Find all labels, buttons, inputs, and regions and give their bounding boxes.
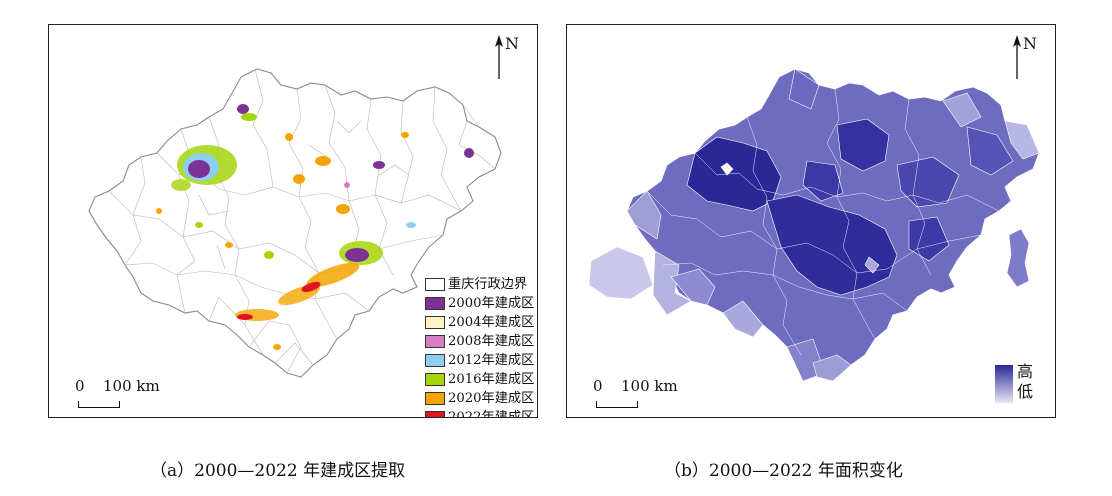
legend-item: 2008年建成区 [425,332,537,351]
legend-swatch [425,316,445,329]
north-arrow-icon [495,35,503,79]
legend-swatch [425,278,445,291]
gradient-low-label: 低 [1017,382,1034,401]
built-up-extraction-map: N 0 100 km 重庆行政边界 2000年建成区 2004年建成区 2008… [48,24,538,418]
legend-item: 2000年建成区 [425,294,537,313]
scale-line-b [596,401,638,408]
north-label-b: N [1023,34,1037,53]
legend-label: 2020年建成区 [448,391,535,406]
area-change-map: N 0 100 km 高 低 [566,24,1056,418]
north-arrow-a: N [493,35,523,81]
scale-distance-a: 100 km [103,377,160,395]
legend-item: 2012年建成区 [425,351,537,370]
district-shading-b [588,68,1040,382]
scale-bar-b: 0 100 km [593,377,703,411]
legend-item: 2016年建成区 [425,370,537,389]
legend-swatch [425,411,445,417]
scale-distance-b: 100 km [621,377,678,395]
scale-bar-a: 0 100 km [75,377,185,411]
chongqing-boundary-map-a [88,68,502,378]
caption-a: （a）2000—2022 年建成区提取 [150,461,406,481]
gradient-high-label: 高 [1017,362,1034,381]
caption-b: （b）2000—2022 年面积变化 [664,461,903,481]
scale-zero-b: 0 [593,377,603,395]
legend-label: 2012年建成区 [448,353,535,368]
legend-label: 2008年建成区 [448,334,535,349]
legend-item: 2004年建成区 [425,313,537,332]
legend-swatch [425,392,445,405]
gradient-bar [995,365,1013,403]
legend-item: 重庆行政边界 [425,275,537,294]
chongqing-choropleth-map-b [588,68,1040,382]
legend-swatch [425,335,445,348]
legend-a: 重庆行政边界 2000年建成区 2004年建成区 2008年建成区 2012年建… [425,275,537,418]
legend-item: 2020年建成区 [425,389,537,408]
scale-line-a [78,401,120,408]
north-arrow-b: N [1011,35,1041,81]
district-lines-a [108,68,496,374]
gradient-legend-b: 高 低 [995,363,1041,407]
district-lines-b [646,88,1000,356]
legend-label: 2016年建成区 [448,372,535,387]
legend-label: 重庆行政边界 [448,277,528,292]
legend-label: 2000年建成区 [448,296,535,311]
legend-swatch [425,373,445,386]
legend-item: 2022年建成区 [425,408,537,418]
chongqing-outline-a [88,68,502,378]
north-label-a: N [505,34,519,53]
built-up-clusters [156,104,474,350]
legend-swatch [425,297,445,310]
legend-swatch [425,354,445,367]
north-arrow-icon [1013,35,1021,79]
island-district-b [1006,228,1030,288]
legend-label: 2022年建成区 [448,410,535,418]
scale-zero-a: 0 [75,377,85,395]
legend-label: 2004年建成区 [448,315,535,330]
